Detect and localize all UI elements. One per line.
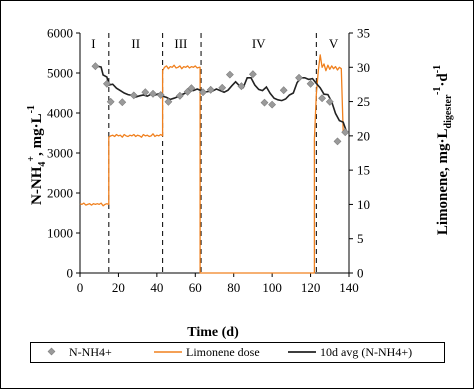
data-point-nnh4 [318, 94, 326, 103]
x-tick-label: 100 [262, 280, 282, 295]
y-left-label-tail: , mg·L [29, 113, 45, 156]
phase-label: I [91, 36, 95, 51]
data-point-nnh4 [333, 137, 342, 146]
y-right-label-mid: ·d [435, 73, 451, 87]
data-point-nnh4 [279, 86, 288, 95]
legend-label-limonene: Limonene dose [186, 345, 260, 359]
x-tick-label: 60 [189, 280, 202, 295]
series-line-limonene-dose [79, 54, 346, 274]
legend-box [30, 342, 445, 363]
x-tick-label: 20 [112, 280, 125, 295]
data-point-nnh4 [129, 91, 138, 100]
phase-label: V [329, 36, 339, 51]
y-left-tick-label: 0 [67, 266, 74, 281]
series-layer [79, 54, 350, 274]
data-point-nnh4 [103, 79, 111, 88]
data-point-nnh4 [268, 100, 276, 109]
y-right-label-sup1: -1 [432, 87, 443, 95]
y-right-tick-label: 30 [357, 60, 370, 75]
data-point-nnh4 [187, 84, 196, 93]
phase-label: IV [252, 36, 266, 51]
y-left-tick-label: 4000 [47, 106, 73, 121]
data-point-nnh4 [218, 83, 227, 92]
data-point-nnh4 [141, 88, 150, 97]
y-left-tick-label: 6000 [47, 26, 73, 41]
y-left-axis-label: N-NH4+, mg·L-1 [26, 105, 48, 205]
x-tick-label: 140 [339, 280, 359, 295]
data-point-nnh4 [325, 97, 334, 106]
x-tick-label: 40 [150, 280, 163, 295]
x-axis-label: Time (d) [187, 325, 239, 340]
x-tick-label: 0 [77, 280, 84, 295]
data-point-nnh4 [199, 88, 207, 97]
y-left-label-sup: + [26, 156, 37, 162]
phase-label: II [131, 36, 140, 51]
data-point-nnh4 [260, 98, 269, 107]
y-right-label-sub: digester [443, 94, 454, 128]
data-point-nnh4 [226, 70, 234, 79]
x-tick-label: 120 [301, 280, 321, 295]
y-right-tick-label: 5 [357, 231, 364, 246]
data-point-nnh4 [249, 70, 257, 79]
legend-marker-nnh4 [47, 347, 56, 356]
data-point-nnh4 [341, 128, 350, 137]
data-point-nnh4 [106, 97, 115, 106]
y-left-tick-label: 2000 [47, 186, 73, 201]
y-left-label-main: N-NH [29, 166, 45, 205]
data-point-nnh4 [164, 97, 173, 106]
y-left-tick-label: 5000 [47, 66, 73, 81]
legend-label-avg: 10d avg (N-NH4+) [320, 345, 412, 359]
y-left-label-tail-sup: -1 [26, 105, 37, 113]
data-point-nnh4 [156, 91, 165, 99]
y-left-tick-label: 3000 [47, 146, 73, 161]
data-point-nnh4 [149, 89, 157, 98]
data-point-nnh4 [306, 79, 315, 88]
axis-labels: Time (d) N-NH4+, mg·L-1 Limonene, mg·Ldi… [26, 65, 454, 340]
x-tick-label: 80 [227, 280, 240, 295]
y-right-tick-label: 15 [357, 163, 370, 178]
y-left-label-sub: 4 [37, 162, 48, 167]
data-point-nnh4 [118, 98, 127, 107]
phase-label: III [174, 36, 187, 51]
y-right-tick-label: 20 [357, 128, 370, 143]
legend: N-NH4+ Limonene dose 10d avg (N-NH4+) [30, 342, 445, 363]
data-point-nnh4 [176, 91, 184, 100]
data-point-nnh4 [295, 73, 303, 82]
legend-label-nnh4: N-NH4+ [69, 345, 112, 359]
y-right-label-main: Limonene, mg·L [435, 128, 451, 235]
y-right-axis-label: Limonene, mg·Ldigester-1·d-1 [432, 65, 454, 235]
y-right-tick-label: 0 [357, 266, 364, 281]
y-right-tick-label: 10 [357, 197, 370, 212]
y-right-tick-label: 25 [357, 94, 370, 109]
data-point-nnh4 [237, 82, 246, 91]
axes: 0 1000 2000 3000 4000 5000 6000 0 5 10 15 20 25 30 35 0… [47, 26, 370, 296]
data-point-nnh4 [206, 85, 215, 94]
y-left-tick-label: 1000 [47, 226, 73, 241]
y-right-tick-label: 35 [357, 26, 370, 41]
data-point-nnh4 [91, 62, 100, 71]
y-right-label-sup2: -1 [432, 65, 443, 73]
